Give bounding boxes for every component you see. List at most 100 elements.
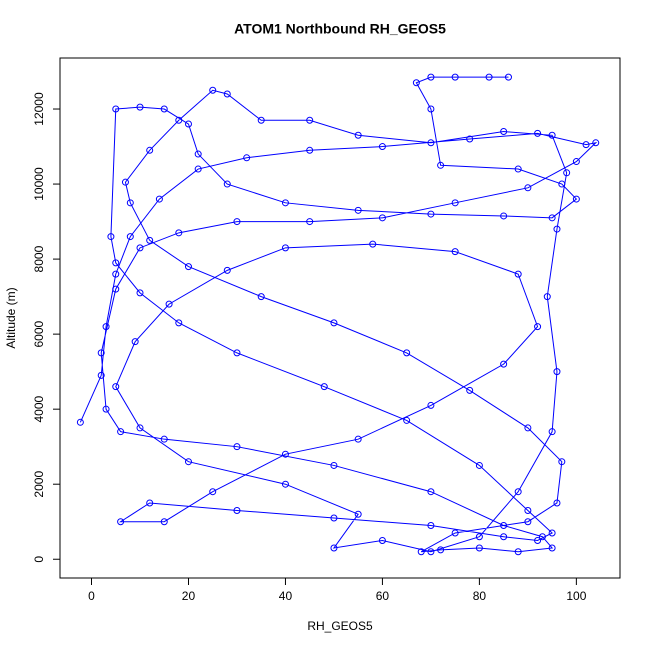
data-point (548, 529, 556, 537)
data-point (500, 533, 508, 541)
data-point (165, 300, 173, 308)
data-point (403, 416, 411, 424)
data-point (553, 225, 561, 233)
data-point (146, 146, 154, 154)
data-point (112, 270, 120, 278)
data-point (330, 319, 338, 327)
data-point (500, 212, 508, 220)
data-point (281, 450, 289, 458)
data-point (223, 90, 231, 98)
data-point (553, 499, 561, 507)
x-tick-label: 60 (376, 589, 390, 603)
data-point (524, 518, 532, 526)
data-point (427, 548, 435, 556)
data-point (330, 544, 338, 552)
data-point (514, 270, 522, 278)
data-point (117, 428, 125, 436)
data-point (534, 129, 542, 137)
x-axis-label: RH_GEOS5 (307, 619, 373, 633)
data-point (281, 199, 289, 207)
data-point (451, 248, 459, 256)
data-point (175, 116, 183, 124)
x-tick-label: 0 (88, 589, 95, 603)
data-point (378, 143, 386, 151)
data-point (451, 73, 459, 81)
data-point (412, 79, 420, 87)
data-point (451, 199, 459, 207)
data-point (524, 184, 532, 192)
x-tick-label: 80 (473, 589, 487, 603)
data-point (306, 218, 314, 226)
data-point (107, 233, 115, 241)
data-point (417, 548, 425, 556)
data-point (534, 536, 542, 544)
data-point (485, 73, 493, 81)
data-point (209, 86, 217, 94)
data-point (223, 266, 231, 274)
data-point (102, 323, 110, 331)
data-point (514, 548, 522, 556)
data-point (136, 103, 144, 111)
y-tick-label: 4000 (32, 395, 46, 422)
data-point (427, 401, 435, 409)
data-point (354, 435, 362, 443)
data-point (112, 285, 120, 293)
data-point (548, 544, 556, 552)
data-point (184, 263, 192, 271)
data-point (427, 73, 435, 81)
data-point (102, 405, 110, 413)
data-point (306, 116, 314, 124)
chart-title: ATOM1 Northbound RH_GEOS5 (234, 21, 446, 37)
data-point (354, 206, 362, 214)
data-point (563, 169, 571, 177)
data-point (184, 458, 192, 466)
data-point (500, 128, 508, 136)
data-point (160, 518, 168, 526)
y-axis-label: Altitude (m) (4, 287, 18, 348)
data-point (112, 259, 120, 267)
data-point (320, 383, 328, 391)
data-point (451, 529, 459, 537)
data-point (76, 418, 84, 426)
data-point (175, 229, 183, 237)
data-point (538, 533, 546, 541)
y-tick-label: 2000 (32, 471, 46, 498)
data-point (281, 244, 289, 252)
data-point (257, 116, 265, 124)
data-point (233, 218, 241, 226)
data-point (146, 236, 154, 244)
data-point (136, 289, 144, 297)
data-point (524, 424, 532, 432)
data-point (534, 323, 542, 331)
data-point (543, 293, 551, 301)
data-point (466, 386, 474, 394)
data-point (136, 424, 144, 432)
data-point (504, 73, 512, 81)
data-point (427, 210, 435, 218)
y-tick-label: 6000 (32, 320, 46, 347)
data-point (427, 105, 435, 113)
data-point (126, 233, 134, 241)
data-point (354, 131, 362, 139)
y-tick-label: 10000 (32, 167, 46, 201)
data-point (514, 165, 522, 173)
data-point (97, 349, 105, 357)
data-point (306, 146, 314, 154)
x-tick-label: 20 (182, 589, 196, 603)
data-point (548, 428, 556, 436)
data-point (437, 546, 445, 554)
data-point (582, 141, 590, 149)
data-point (427, 521, 435, 529)
data-point (475, 544, 483, 552)
data-point (131, 338, 139, 346)
data-point (97, 371, 105, 379)
data-point (514, 488, 522, 496)
data-point (175, 319, 183, 327)
data-point (572, 158, 580, 166)
data-point (223, 180, 231, 188)
data-point (330, 514, 338, 522)
data-point (592, 139, 600, 147)
data-point (160, 105, 168, 113)
